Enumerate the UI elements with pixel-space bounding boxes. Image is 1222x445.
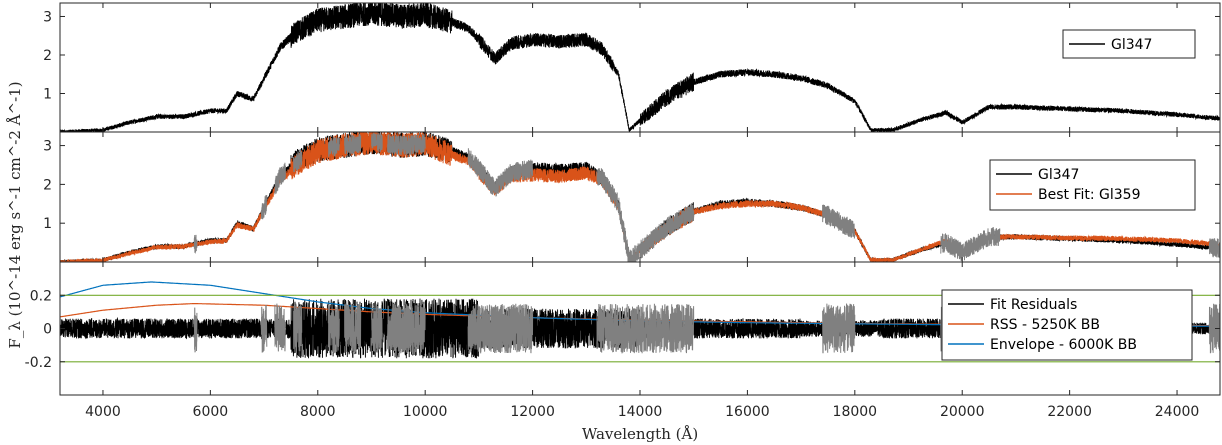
masked-region-line — [596, 303, 695, 354]
masked-region-line — [387, 303, 426, 355]
x-tick-label: 16000 — [725, 404, 770, 420]
masked-region-line — [940, 227, 1001, 262]
y-tick-label: 1 — [43, 86, 52, 102]
masked-region-line — [467, 148, 534, 197]
masked-region-line — [344, 303, 362, 354]
masked-region-line — [293, 303, 303, 354]
panel-3: -0.2 0 0.2 Fit Residuals RSS - 5250K BB Envel… — [25, 261, 1221, 396]
x-tick-label: 10000 — [403, 404, 448, 420]
x-axis-label: Wavelength (Å) — [582, 425, 698, 443]
x-tick-label: 14000 — [618, 404, 663, 420]
legend-label: Envelope - 6000K BB — [990, 337, 1137, 353]
legend: Gl347 — [1062, 29, 1196, 59]
x-tick-label: 4000 — [85, 404, 121, 420]
masked-region-line — [260, 304, 268, 353]
masked-region-line — [822, 204, 856, 239]
masked-region-line — [371, 303, 383, 353]
y-tick-label: 2 — [43, 48, 52, 64]
x-tick-label: 20000 — [940, 404, 985, 420]
legend-box — [989, 159, 1196, 211]
masked-region-line — [344, 133, 362, 155]
masked-region-line — [371, 132, 383, 153]
legend: Fit Residuals RSS - 5250K BB Envelope - 60… — [941, 289, 1193, 361]
masked-region-line — [387, 134, 426, 155]
panel-1: 1 2 3 Gl347 — [43, 2, 1221, 133]
masked-region-line — [293, 149, 303, 173]
masked-region-line — [596, 168, 695, 262]
x-tick-label: 24000 — [1155, 404, 1200, 420]
masked-region-line — [193, 234, 198, 254]
masked-region-line — [274, 162, 287, 195]
masked-region-line — [328, 137, 340, 157]
masked-region-line — [274, 303, 287, 352]
y-tick-label: 3 — [43, 139, 52, 155]
x-tick-label: 18000 — [833, 404, 878, 420]
masked-region-line — [467, 303, 534, 354]
y-tick-label: 0 — [43, 322, 52, 338]
masked-region-line — [260, 195, 268, 220]
legend-box — [941, 289, 1193, 361]
y-tick-label: 1 — [43, 216, 52, 232]
x-tick-label: 12000 — [510, 404, 555, 420]
masked-region-line — [822, 303, 856, 354]
x-tick-label: 6000 — [193, 404, 229, 420]
legend-label: Best Fit: Gl359 — [1038, 187, 1141, 203]
plot-area — [60, 132, 1220, 262]
y-tick-label: -0.2 — [25, 355, 52, 371]
legend: Gl347 Best Fit: Gl359 — [989, 159, 1196, 211]
y-tick-label: 0.2 — [30, 288, 52, 304]
x-tick-labels: 4000 6000 8000 10000 12000 14000 16000 18000 200… — [85, 404, 1199, 420]
plot-area — [60, 3, 1220, 132]
x-tick-label: 8000 — [300, 404, 336, 420]
masked-region-line — [1208, 303, 1220, 354]
masked-region-line — [1208, 238, 1220, 258]
y-tick-label: 3 — [43, 9, 52, 25]
panel-2: 1 2 3 Gl347 Best Fit: Gl359 — [43, 131, 1221, 263]
masked-region-line — [193, 307, 198, 353]
legend-label: RSS - 5250K BB — [990, 317, 1100, 333]
gl347-line — [60, 3, 1220, 132]
panels-group: 1 2 3 Gl347 1 2 3 Gl347 Best Fit: Gl359 -0.2 0 0.2 F… — [25, 2, 1221, 396]
axes-box — [59, 2, 1221, 133]
legend-label: Gl347 — [1038, 167, 1079, 183]
masked-region-line — [328, 304, 340, 354]
y-axis-label: F_λ (10^-14 erg s^-1 cm^-2 Å^-1) — [6, 81, 24, 348]
legend-label: Fit Residuals — [990, 297, 1077, 313]
y-tick-label: 2 — [43, 177, 52, 193]
x-tick-label: 22000 — [1047, 404, 1092, 420]
legend-label: Gl347 — [1111, 37, 1152, 53]
